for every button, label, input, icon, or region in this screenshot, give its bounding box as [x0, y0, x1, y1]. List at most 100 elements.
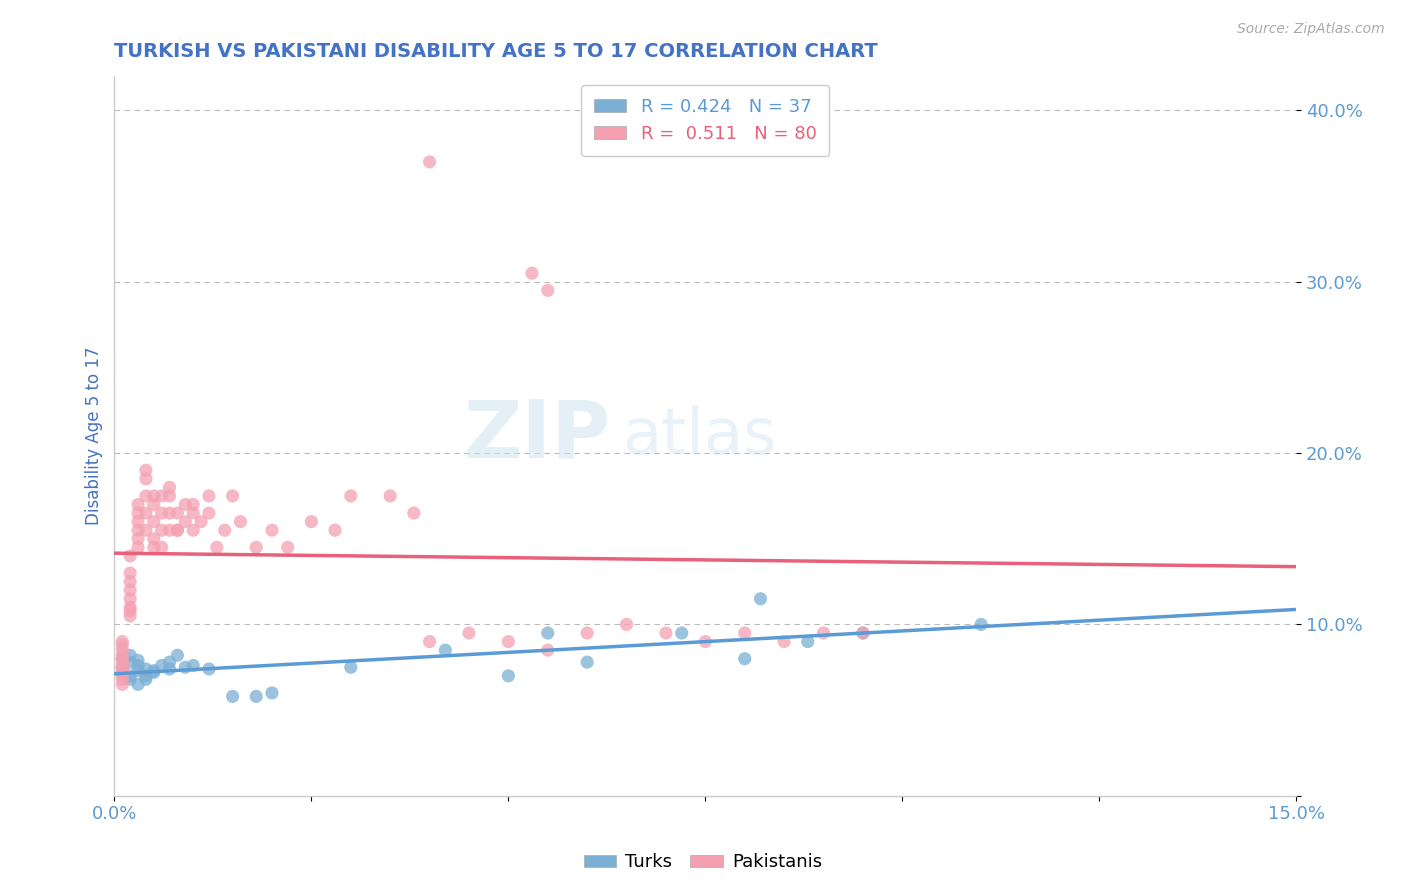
Point — [190, 515, 212, 529]
Point — [214, 523, 236, 537]
Point — [498, 669, 520, 683]
Point — [150, 541, 173, 555]
Point — [773, 634, 796, 648]
Point — [135, 506, 157, 520]
Point — [135, 662, 157, 676]
Point — [111, 660, 134, 674]
Point — [127, 532, 149, 546]
Point — [537, 284, 560, 298]
Point — [695, 634, 717, 648]
Point — [181, 506, 204, 520]
Point — [221, 489, 243, 503]
Point — [166, 648, 188, 663]
Point — [135, 489, 157, 503]
Point — [498, 634, 520, 648]
Point — [150, 523, 173, 537]
Point — [277, 541, 299, 555]
Point — [127, 658, 149, 673]
Point — [260, 686, 283, 700]
Point — [135, 472, 157, 486]
Point — [198, 489, 221, 503]
Point — [245, 690, 267, 704]
Text: ZIP: ZIP — [464, 397, 610, 475]
Point — [159, 523, 181, 537]
Point — [150, 489, 173, 503]
Point — [127, 506, 149, 520]
Y-axis label: Disability Age 5 to 17: Disability Age 5 to 17 — [86, 347, 103, 525]
Point — [174, 660, 197, 674]
Point — [520, 266, 543, 280]
Point — [181, 658, 204, 673]
Point — [671, 626, 693, 640]
Point — [852, 626, 875, 640]
Point — [111, 673, 134, 687]
Point — [339, 489, 361, 503]
Point — [127, 541, 149, 555]
Point — [174, 498, 197, 512]
Point — [127, 498, 149, 512]
Point — [120, 583, 142, 598]
Point — [458, 626, 481, 640]
Point — [135, 463, 157, 477]
Point — [120, 673, 142, 687]
Point — [970, 617, 993, 632]
Point — [150, 658, 173, 673]
Point — [299, 515, 322, 529]
Point — [142, 498, 165, 512]
Point — [166, 506, 188, 520]
Point — [120, 574, 142, 589]
Point — [111, 634, 134, 648]
Point — [111, 651, 134, 665]
Point — [245, 541, 267, 555]
Point — [111, 648, 134, 663]
Point — [797, 634, 820, 648]
Point — [142, 515, 165, 529]
Legend: Turks, Pakistanis: Turks, Pakistanis — [576, 847, 830, 879]
Point — [120, 591, 142, 606]
Point — [120, 648, 142, 663]
Point — [111, 658, 134, 673]
Point — [135, 523, 157, 537]
Point — [159, 662, 181, 676]
Point — [111, 669, 134, 683]
Point — [323, 523, 346, 537]
Point — [734, 651, 756, 665]
Point — [813, 626, 835, 640]
Point — [616, 617, 638, 632]
Point — [166, 523, 188, 537]
Text: Source: ZipAtlas.com: Source: ZipAtlas.com — [1237, 22, 1385, 37]
Point — [127, 523, 149, 537]
Point — [174, 515, 197, 529]
Point — [111, 665, 134, 680]
Point — [111, 664, 134, 678]
Text: atlas: atlas — [623, 405, 778, 467]
Point — [419, 634, 441, 648]
Point — [159, 480, 181, 494]
Point — [181, 523, 204, 537]
Point — [127, 515, 149, 529]
Point — [198, 506, 221, 520]
Point — [111, 655, 134, 669]
Point — [111, 651, 134, 665]
Point — [159, 655, 181, 669]
Point — [166, 523, 188, 537]
Point — [111, 665, 134, 680]
Point — [852, 626, 875, 640]
Point — [734, 626, 756, 640]
Point — [127, 653, 149, 667]
Text: TURKISH VS PAKISTANI DISABILITY AGE 5 TO 17 CORRELATION CHART: TURKISH VS PAKISTANI DISABILITY AGE 5 TO… — [114, 42, 879, 61]
Point — [142, 541, 165, 555]
Point — [150, 506, 173, 520]
Point — [339, 660, 361, 674]
Point — [120, 549, 142, 563]
Point — [120, 600, 142, 615]
Point — [221, 690, 243, 704]
Point — [749, 591, 772, 606]
Point — [402, 506, 425, 520]
Point — [142, 665, 165, 680]
Point — [120, 604, 142, 618]
Point — [159, 489, 181, 503]
Point — [380, 489, 402, 503]
Point — [419, 154, 441, 169]
Legend: R = 0.424   N = 37, R =  0.511   N = 80: R = 0.424 N = 37, R = 0.511 N = 80 — [581, 86, 830, 155]
